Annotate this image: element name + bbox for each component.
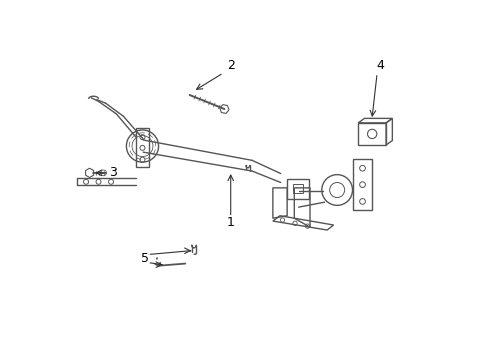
Text: 1: 1: [227, 216, 235, 229]
Text: 5: 5: [141, 252, 149, 265]
Text: 4: 4: [377, 59, 385, 72]
Text: 3: 3: [109, 166, 117, 179]
Text: 2: 2: [227, 59, 235, 72]
